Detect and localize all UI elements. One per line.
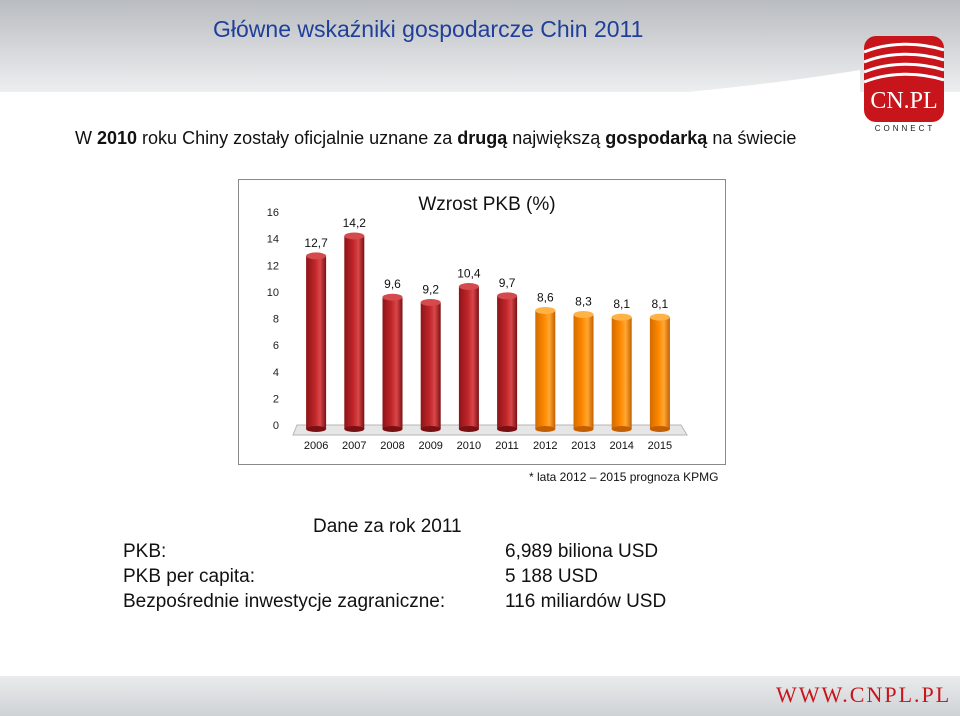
- y-tick-label: 6: [273, 340, 279, 352]
- data-label: 9,7: [499, 276, 516, 290]
- x-tick-label: 2006: [304, 440, 328, 452]
- bar: [382, 297, 403, 429]
- data-label: 9,2: [422, 283, 439, 297]
- bar-cap: [458, 283, 479, 291]
- bar-cap: [382, 293, 403, 301]
- logo-text: CN.PL: [870, 88, 938, 114]
- bar-cap: [306, 252, 327, 260]
- data-label: 12,7: [304, 236, 328, 250]
- pkb-label: PKB:: [123, 541, 167, 562]
- data-label: 8,1: [652, 297, 669, 311]
- footer-bar: [0, 676, 960, 716]
- header-curve: [0, 70, 860, 120]
- bar: [344, 235, 365, 429]
- bar-cap: [573, 311, 594, 319]
- bar-base: [344, 426, 365, 432]
- cnpl-logo: CN.PL: [864, 36, 944, 122]
- bar: [535, 310, 556, 429]
- chart-frame: 0 2 4 6 8 10 12 14 16 Wzrost PKB (%) 12,7 2006 14,2 2…: [238, 179, 726, 465]
- pkb-value: 6,989 biliona USD: [505, 541, 659, 562]
- chart-title: Wzrost PKB (%): [418, 194, 555, 215]
- data-label: 10,4: [457, 267, 481, 281]
- x-tick-label: 2011: [495, 440, 519, 452]
- bar: [458, 286, 479, 429]
- logo-subtext: CONNECT: [874, 124, 936, 133]
- bar-base: [420, 426, 441, 432]
- bar-base: [458, 426, 479, 432]
- data-label: 8,6: [537, 291, 554, 305]
- bar-cap: [649, 313, 670, 321]
- slide-subtitle: W 2010 roku Chiny zostały oficjalnie uzn…: [75, 128, 797, 148]
- x-tick-label: 2015: [648, 440, 672, 452]
- x-tick-label: 2009: [418, 440, 442, 452]
- header-band: [0, 0, 960, 92]
- y-tick-label: 8: [273, 314, 279, 326]
- y-tick-label: 2: [273, 393, 279, 405]
- bar-base: [535, 426, 556, 432]
- bar-base: [573, 426, 594, 432]
- bar-base: [611, 426, 632, 432]
- x-tick-label: 2014: [609, 440, 633, 452]
- bar-base: [382, 426, 403, 432]
- y-tick-label: 12: [267, 260, 279, 272]
- y-tick-label: 14: [267, 234, 279, 246]
- data-label: 9,6: [384, 277, 401, 291]
- fdi-label: Bezpośrednie inwestycje zagraniczne:: [123, 591, 446, 612]
- bar-cap: [611, 313, 632, 321]
- bar-base: [497, 426, 518, 432]
- fdi-value: 116 miliardów USD: [505, 591, 667, 612]
- bar: [497, 295, 518, 429]
- data-section-title: Dane za rok 2011: [313, 516, 462, 537]
- y-tick-label: 10: [267, 287, 279, 299]
- page-title: Główne wskaźniki gospodarcze Chin 2011: [213, 16, 644, 42]
- bar-cap: [420, 299, 441, 307]
- y-tick-label: 4: [273, 367, 279, 379]
- pkb-per-capita-value: 5 188 USD: [505, 566, 598, 587]
- data-label: 14,2: [343, 216, 367, 230]
- bar-cap: [497, 292, 518, 300]
- bar: [306, 255, 327, 429]
- bar-base: [306, 426, 327, 432]
- x-tick-label: 2008: [380, 440, 404, 452]
- bar: [573, 314, 594, 429]
- y-tick-label: 16: [267, 207, 279, 219]
- logo-stripes: [864, 42, 944, 84]
- data-label: 8,3: [575, 295, 592, 309]
- gdp-growth-chart: 0 2 4 6 8 10 12 14 16 Wzrost PKB (%) 12,7 2006 14,2 2…: [267, 194, 688, 452]
- bar: [611, 317, 632, 429]
- bar-cap: [535, 307, 556, 315]
- y-tick-label: 0: [273, 420, 279, 432]
- bar-cap: [344, 232, 365, 240]
- data-label: 8,1: [613, 297, 630, 311]
- x-tick-label: 2010: [457, 440, 481, 452]
- x-tick-label: 2007: [342, 440, 366, 452]
- pkb-per-capita-label: PKB per capita:: [123, 566, 256, 587]
- bar: [649, 317, 670, 429]
- bar-base: [649, 426, 670, 432]
- footer-url[interactable]: WWW.CNPL.PL: [776, 682, 952, 707]
- bar: [420, 302, 441, 429]
- x-tick-label: 2012: [533, 440, 557, 452]
- x-tick-label: 2013: [571, 440, 595, 452]
- chart-footnote: * lata 2012 – 2015 prognoza KPMG: [529, 470, 719, 484]
